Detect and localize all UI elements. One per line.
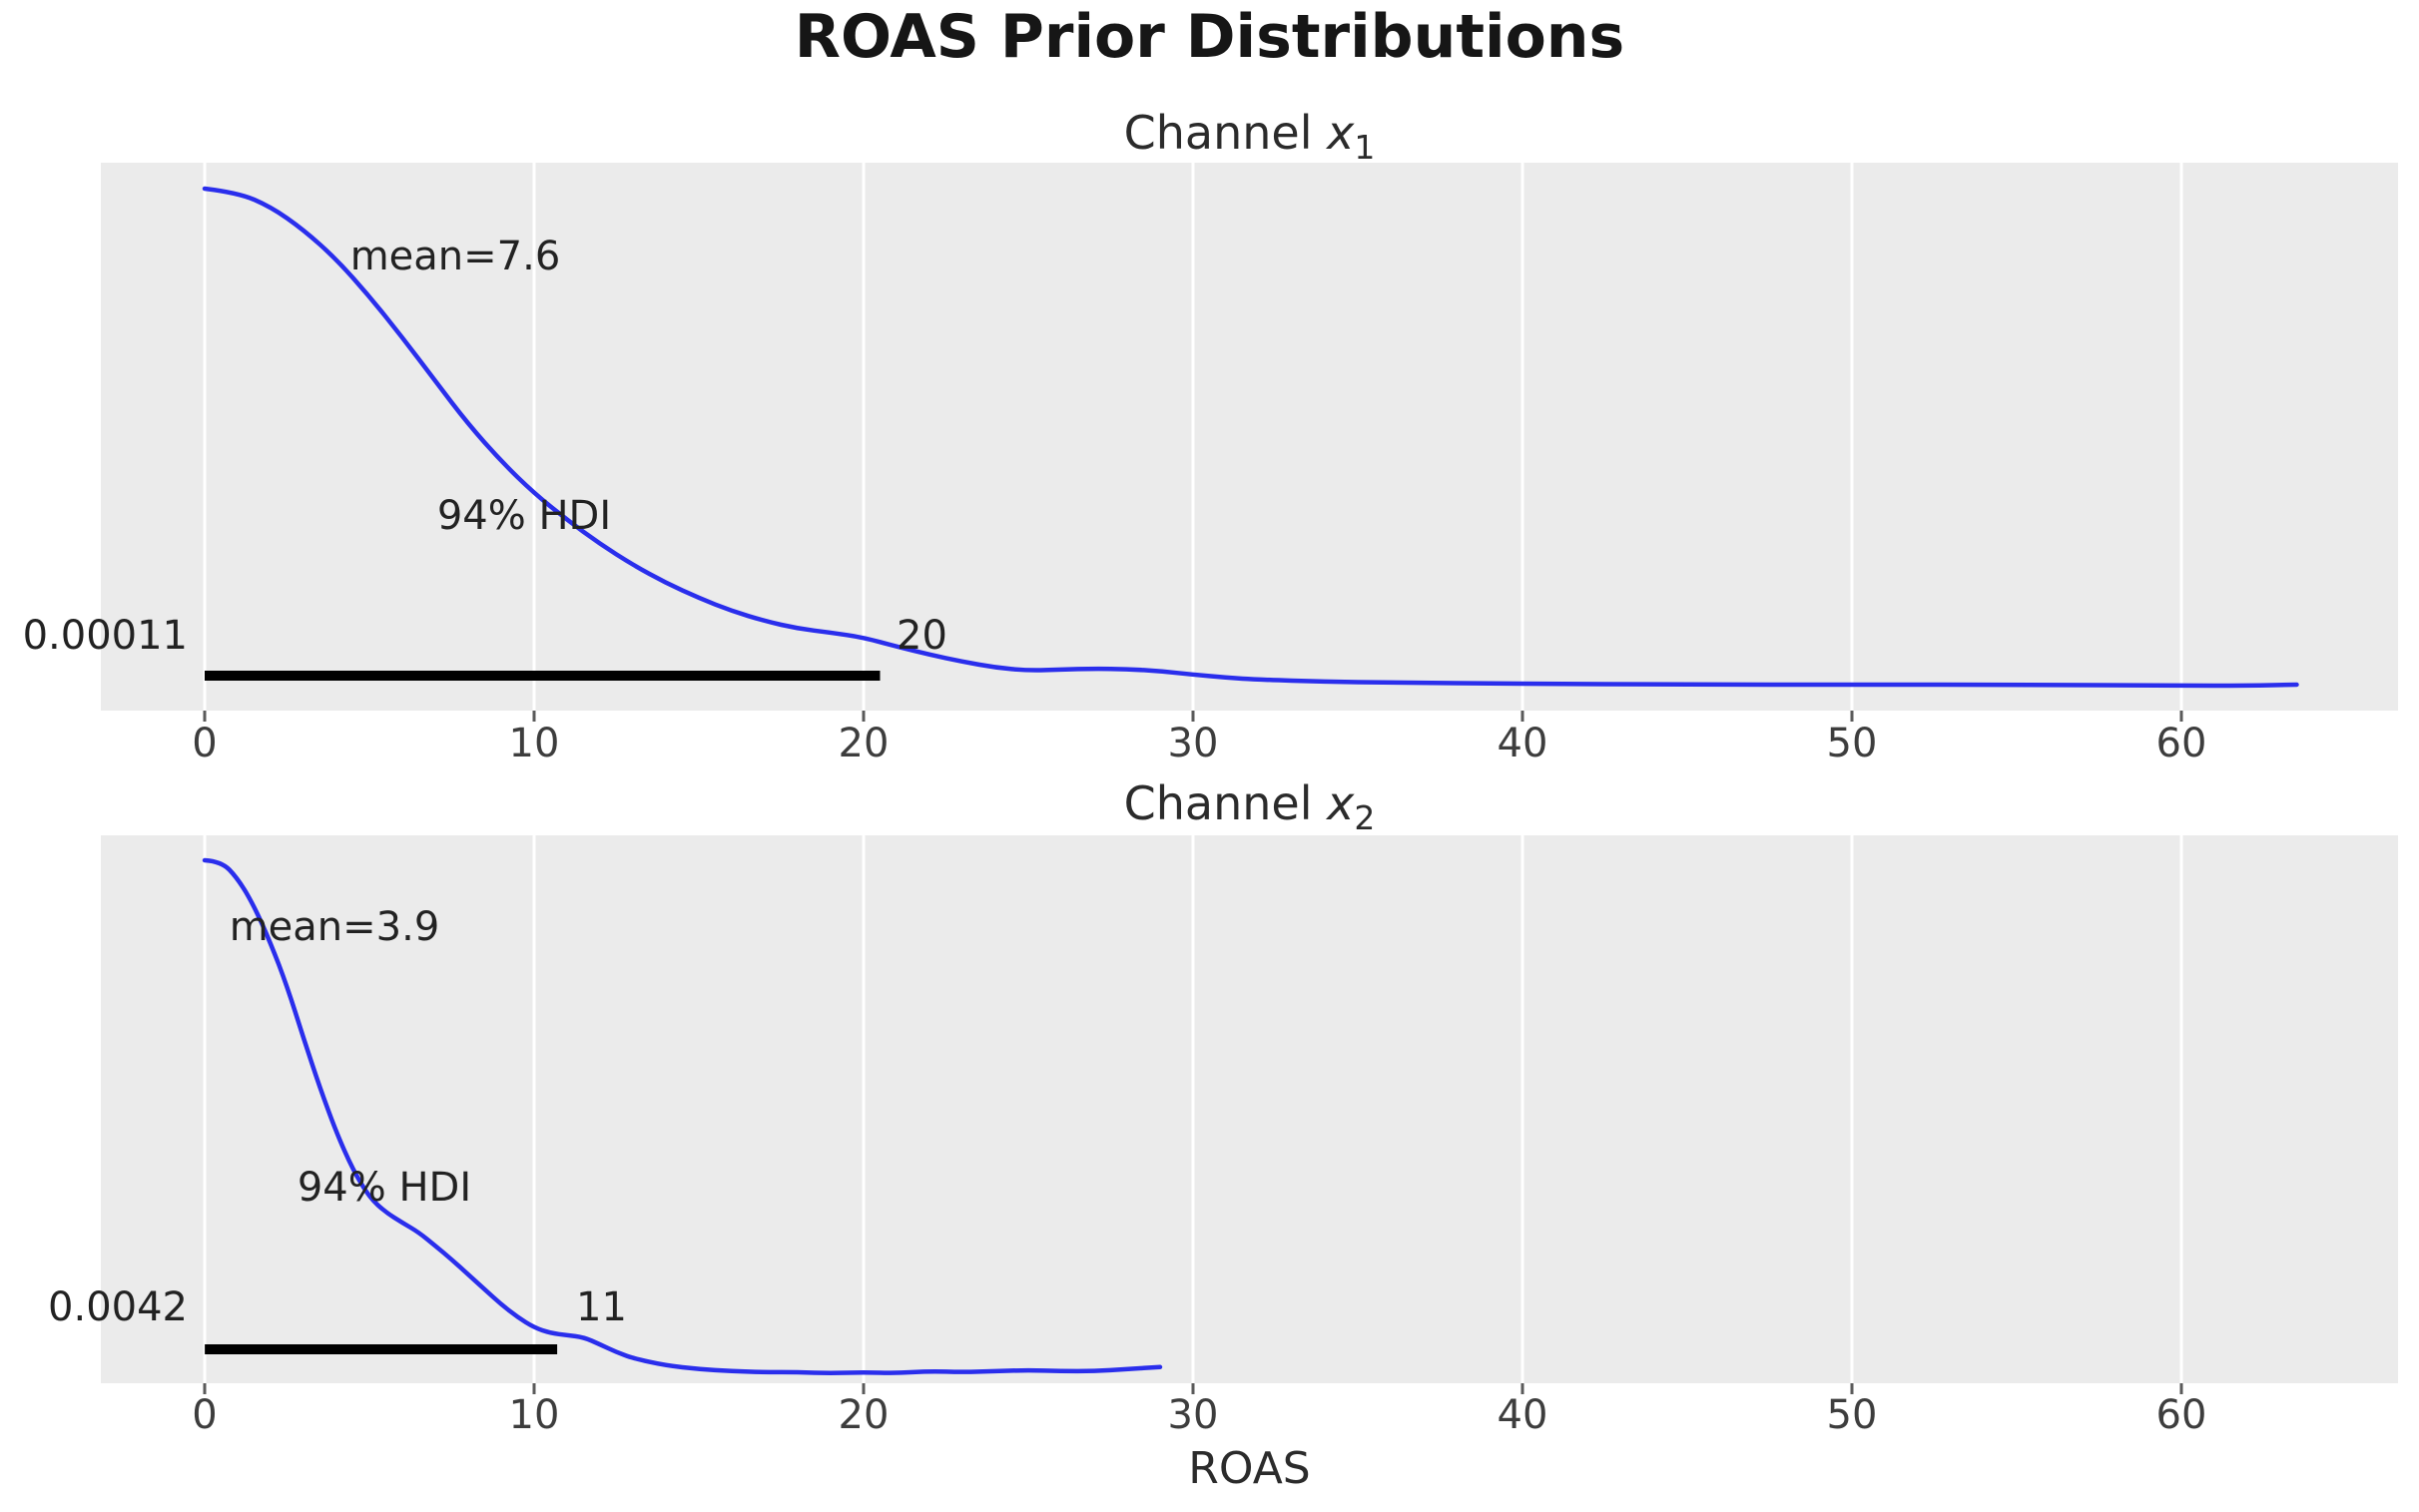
subplot1-title: Channel x1 bbox=[101, 106, 2398, 167]
subplot1-hdi-lower-label: 0.00011 bbox=[22, 613, 188, 659]
subplot1-title-variable: x bbox=[1327, 106, 1355, 160]
subplot1-mean-annotation: mean=7.6 bbox=[349, 234, 561, 279]
x-tick-label: 0 bbox=[192, 1392, 218, 1438]
plot-background bbox=[101, 835, 2398, 1383]
subplot1-title-subscript: 1 bbox=[1354, 128, 1376, 168]
subplot1-title-prefix: Channel bbox=[1123, 106, 1328, 160]
x-tick-label: 20 bbox=[838, 1392, 890, 1438]
figure-title: ROAS Prior Distributions bbox=[794, 2, 1625, 72]
x-tick-label: 60 bbox=[2155, 1392, 2207, 1438]
x-tick-label: 60 bbox=[2155, 721, 2207, 766]
subplot1-hdi-annotation: 94% HDI bbox=[436, 493, 612, 539]
subplot1-hdi-upper-label: 20 bbox=[897, 613, 947, 659]
subplot2-title-variable: x bbox=[1327, 776, 1355, 830]
x-tick-label: 20 bbox=[838, 721, 890, 766]
subplot2-title: Channel x2 bbox=[101, 776, 2398, 837]
x-tick-label: 40 bbox=[1497, 1392, 1548, 1438]
plot-background bbox=[101, 163, 2398, 711]
subplot2-title-subscript: 2 bbox=[1354, 798, 1376, 838]
x-tick-label: 30 bbox=[1167, 721, 1219, 766]
x-tick-label: 40 bbox=[1497, 721, 1548, 766]
subplot2-plot-area bbox=[101, 835, 2398, 1394]
subplot2-title-prefix: Channel bbox=[1123, 776, 1328, 830]
kde-curve bbox=[202, 186, 2299, 689]
x-tick-label: 0 bbox=[192, 721, 218, 766]
subplot2-hdi-lower-label: 0.0042 bbox=[48, 1284, 188, 1330]
subplot1-plot-area bbox=[101, 163, 2398, 722]
x-tick-label: 10 bbox=[508, 721, 560, 766]
kde-curve bbox=[202, 857, 1163, 1375]
x-axis-label: ROAS bbox=[1188, 1443, 1311, 1494]
x-tick-label: 50 bbox=[1826, 1392, 1878, 1438]
x-tick-label: 50 bbox=[1826, 721, 1878, 766]
subplot2-hdi-upper-label: 11 bbox=[576, 1284, 627, 1330]
x-tick-label: 10 bbox=[508, 1392, 560, 1438]
subplot2-hdi-annotation: 94% HDI bbox=[297, 1165, 472, 1211]
subplot2-mean-annotation: mean=3.9 bbox=[229, 904, 440, 950]
x-tick-label: 30 bbox=[1167, 1392, 1219, 1438]
